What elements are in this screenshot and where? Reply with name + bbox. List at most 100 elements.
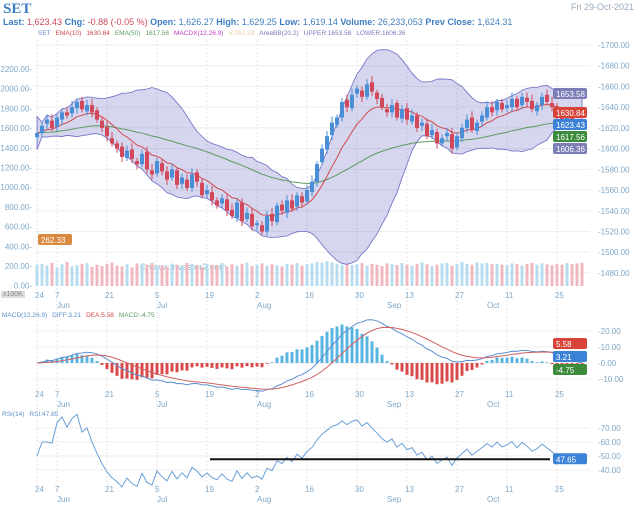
- macd-histogram-bar: [505, 357, 509, 363]
- volume-bar: [285, 263, 289, 286]
- rsi-tick-label: -70.00: [598, 424, 621, 433]
- candle-body: [55, 117, 59, 127]
- volume-axis-tick-label: 200.00-: [5, 262, 32, 271]
- volume-bar: [470, 264, 474, 286]
- candle-body: [310, 181, 314, 193]
- macd-legend: MACD(12.26.9) DIFF:3.21 DEA:5.58 MACD:-4.75: [2, 312, 160, 319]
- candle-body: [255, 223, 259, 226]
- candle-body: [340, 101, 344, 118]
- volume-bar: [45, 265, 49, 286]
- volume-bar: [70, 266, 74, 286]
- candle-body: [220, 198, 224, 204]
- volume-bar: [375, 264, 379, 286]
- macd-dea-line: [36, 326, 583, 390]
- candle-body: [435, 132, 439, 144]
- x-day-label: 30: [355, 291, 364, 300]
- macd-histogram-bar: [500, 357, 504, 363]
- macd-histogram-bar: [300, 349, 304, 363]
- volume-bar: [80, 263, 84, 286]
- macd-x-day-label: 30: [355, 390, 364, 399]
- macd-histogram-bar: [105, 363, 109, 370]
- candle-body: [100, 120, 104, 128]
- macd-histogram-bar: [450, 363, 454, 383]
- candle-body: [400, 109, 404, 119]
- rsi-x-day-label: 25: [555, 485, 564, 494]
- macd-histogram-bar: [110, 363, 114, 373]
- volume-bar: [265, 265, 269, 286]
- macd-tick-label: -20.00: [598, 327, 621, 336]
- candle-body: [485, 107, 489, 118]
- candle-body: [305, 190, 309, 202]
- volume-bar: [540, 263, 544, 286]
- volume-bar: [545, 264, 549, 286]
- volume-bar: [455, 264, 459, 286]
- volume-bar: [35, 264, 39, 286]
- lower-band-tag: 1606.36: [556, 145, 585, 154]
- x-day-label: 25: [555, 291, 564, 300]
- candle-body: [290, 200, 294, 209]
- candle-body: [190, 174, 194, 188]
- volume-bar: [160, 265, 164, 286]
- volume-bar: [330, 262, 334, 286]
- candle-body: [35, 133, 39, 138]
- volume-bar: [280, 266, 284, 286]
- legend-upper: UPPER:1653.58: [303, 30, 352, 37]
- x-day-label: 11: [505, 291, 514, 300]
- volume-bar: [190, 264, 194, 286]
- candle-body: [230, 209, 234, 216]
- candle-body: [150, 170, 154, 175]
- volume-bar: [535, 264, 539, 286]
- x-day-label: 21: [105, 291, 114, 300]
- macd-histogram-bar: [215, 363, 219, 369]
- last-price-tag-bg: [553, 119, 587, 130]
- candle-body: [375, 92, 379, 99]
- macd-x-day-label: 16: [305, 390, 314, 399]
- volume-bar: [505, 265, 509, 286]
- candle-body: [125, 150, 129, 158]
- candle-body: [225, 199, 229, 211]
- macd-x-day-label: 24: [35, 390, 44, 399]
- macd-x-day-label: 19: [205, 390, 214, 399]
- macd-histogram-bar: [550, 363, 554, 365]
- candle-body: [160, 163, 164, 172]
- candle-body: [565, 117, 569, 120]
- candle-body: [370, 82, 374, 92]
- macd-histogram-bar: [485, 360, 489, 363]
- ema10-tag: 1630.84: [556, 109, 585, 118]
- volume-axis-tick-label: 600.00-: [5, 223, 32, 232]
- volume-bar: [530, 262, 534, 286]
- candle-body: [430, 129, 434, 136]
- volume-bar: [425, 264, 429, 286]
- volume-bar: [60, 264, 64, 286]
- macd-histogram-bar: [400, 363, 404, 372]
- candle-body: [480, 115, 484, 122]
- macd-histogram-bar: [395, 363, 399, 370]
- macd-histogram-bar: [310, 345, 314, 363]
- price-tick-label: -1520.00: [598, 227, 630, 236]
- price-tick-label: -1600.00: [598, 145, 630, 154]
- quote-stats: Last: 1,623.43 Chg: -0.88 (-0.05 %) Open…: [3, 17, 512, 27]
- rsi-x-month-label: Sep: [387, 495, 402, 504]
- macd-histogram-bar: [45, 359, 49, 363]
- volume-bar: [90, 266, 94, 286]
- macd-histogram-bar: [335, 326, 339, 363]
- macd-histogram-bar: [280, 355, 284, 363]
- legend-macd-diff: DIFF:3.21: [52, 312, 82, 319]
- rsi-x-month-label: Jul: [157, 495, 167, 504]
- macd-x-day-label: 5: [155, 390, 160, 399]
- candle-body: [465, 119, 469, 128]
- x-day-label: 24: [35, 291, 44, 300]
- volume-bar: [260, 263, 264, 286]
- candle-body: [470, 117, 474, 130]
- volume-axis-tick-label: 400.00-: [5, 242, 32, 251]
- candle-body: [420, 122, 424, 126]
- ema50-tag: 1617.56: [556, 133, 585, 142]
- candle-body: [245, 212, 249, 220]
- macd-histogram-bar: [375, 347, 379, 363]
- macd-histogram-bar: [140, 363, 144, 378]
- candle-body: [130, 149, 134, 159]
- candle-body: [560, 117, 564, 120]
- legend-macd-name: MACD(12.26.9): [2, 312, 48, 319]
- volume-bar: [500, 264, 504, 286]
